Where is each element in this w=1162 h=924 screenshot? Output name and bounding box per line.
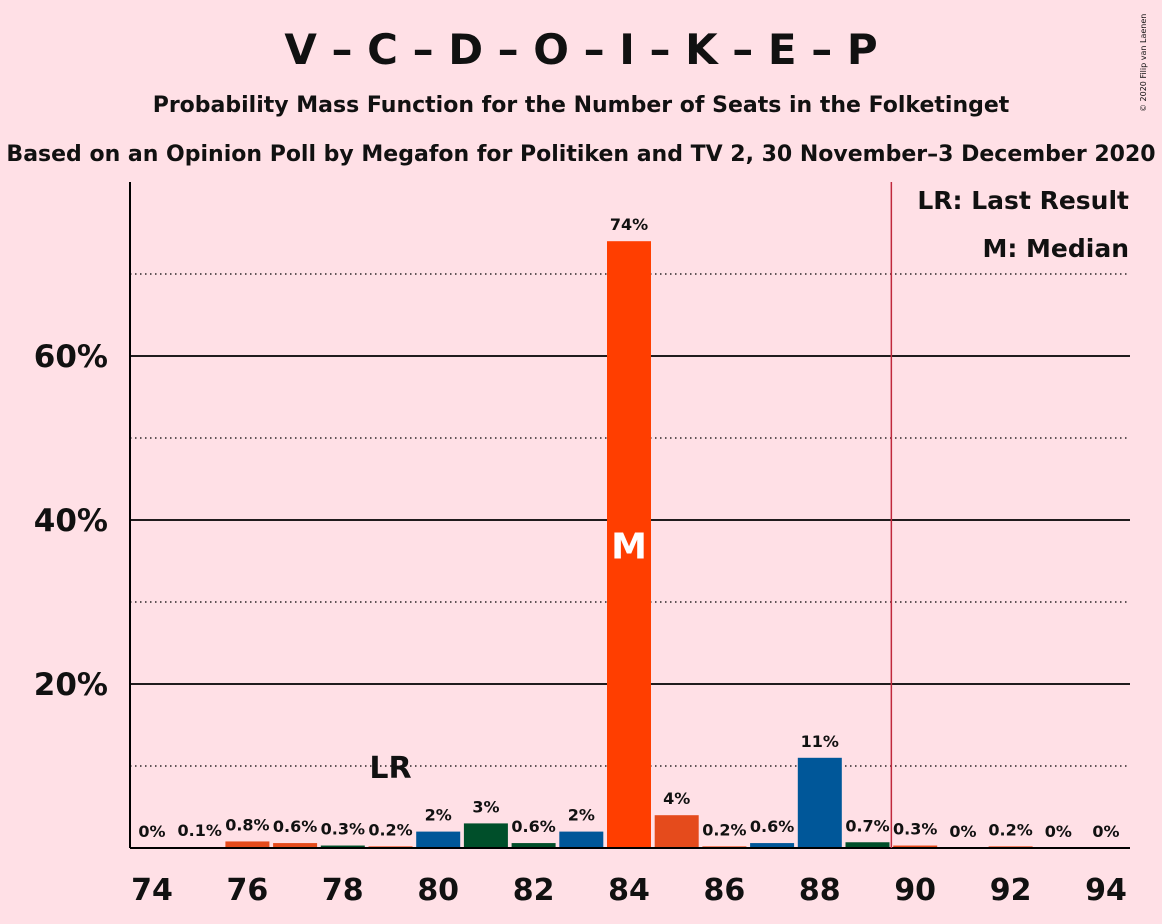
x-tick-label: 90 xyxy=(894,873,936,908)
bar-value-label: 0% xyxy=(1045,822,1072,841)
chart-title: V – C – D – O – I – K – E – P xyxy=(284,25,877,74)
x-tick-label: 80 xyxy=(417,873,459,908)
legend-last-result: LR: Last Result xyxy=(917,186,1129,215)
bar-value-label: 0.6% xyxy=(511,817,555,836)
bar-value-label: 74% xyxy=(610,215,648,234)
bar-seat-82 xyxy=(511,843,556,848)
bar-value-label: 0.7% xyxy=(845,816,889,835)
bar-seat-77 xyxy=(273,843,318,848)
bar-seat-76 xyxy=(225,841,270,848)
x-tick-label: 88 xyxy=(799,873,841,908)
bar-value-label: 0.1% xyxy=(178,821,222,840)
y-tick-label: 20% xyxy=(34,667,108,703)
bar-value-label: 0% xyxy=(949,822,976,841)
legend-median: M: Median xyxy=(982,234,1129,263)
bar-value-label: 11% xyxy=(801,732,839,751)
x-tick-label: 74 xyxy=(131,873,173,908)
bar-value-label: 0.3% xyxy=(321,820,365,839)
bars xyxy=(177,241,1033,848)
bar-value-label: 0.6% xyxy=(273,817,317,836)
bar-value-label: 0.6% xyxy=(750,817,794,836)
x-tick-label: 94 xyxy=(1085,873,1127,908)
x-tick-label: 76 xyxy=(227,873,269,908)
bar-seat-80 xyxy=(416,831,461,848)
bar-value-label: 0% xyxy=(1092,822,1119,841)
axes: 74 76 78 80 82 84 86 88 90 92 94 xyxy=(129,182,1130,908)
bar-seat-83 xyxy=(559,831,604,848)
bar-seat-81 xyxy=(463,823,508,848)
bar-seat-90 xyxy=(893,845,938,848)
bar-seat-78 xyxy=(320,845,365,848)
bar-seat-89 xyxy=(845,842,890,848)
markers: LR M xyxy=(369,182,893,848)
copyright-notice: © 2020 Filip van Laenen xyxy=(1139,14,1148,112)
bar-labels: 0% 0.1% 0.8% 0.6% 0.3% 0.2%2% 3%0.6%2%74%4%0.2… xyxy=(138,215,1119,841)
chart-subtitle: Probability Mass Function for the Number… xyxy=(153,93,1010,118)
bar-value-label: 2% xyxy=(568,806,595,825)
x-tick-label: 92 xyxy=(990,873,1032,908)
y-tick-label: 40% xyxy=(34,503,108,539)
bar-seat-87 xyxy=(750,843,795,848)
bar-seat-85 xyxy=(654,815,699,848)
bar-value-label: 0.8% xyxy=(225,815,269,834)
x-tick-label: 82 xyxy=(513,873,555,908)
y-tick-label: 60% xyxy=(34,339,108,375)
x-tick-label: 84 xyxy=(608,873,650,908)
x-tick-label: 78 xyxy=(322,873,364,908)
x-tick-label: 86 xyxy=(704,873,746,908)
bar-seat-88 xyxy=(797,757,842,848)
bar-value-label: 2% xyxy=(425,806,452,825)
bar-value-label: 0.2% xyxy=(702,820,746,839)
bar-value-label: 3% xyxy=(472,797,499,816)
bar-value-label: 0% xyxy=(138,822,165,841)
bar-value-label: 4% xyxy=(663,789,690,808)
chart-subtitle-poll: Based on an Opinion Poll by Megafon for … xyxy=(6,142,1155,167)
grid: 20% 40% 60% xyxy=(34,273,1130,767)
bar-value-label: 0.2% xyxy=(368,820,412,839)
median-marker: M xyxy=(611,527,647,568)
last-result-marker: LR xyxy=(369,751,411,786)
bar-value-label: 0.3% xyxy=(893,820,937,839)
bar-value-label: 0.2% xyxy=(988,820,1032,839)
bar-seat-84 xyxy=(607,241,651,848)
